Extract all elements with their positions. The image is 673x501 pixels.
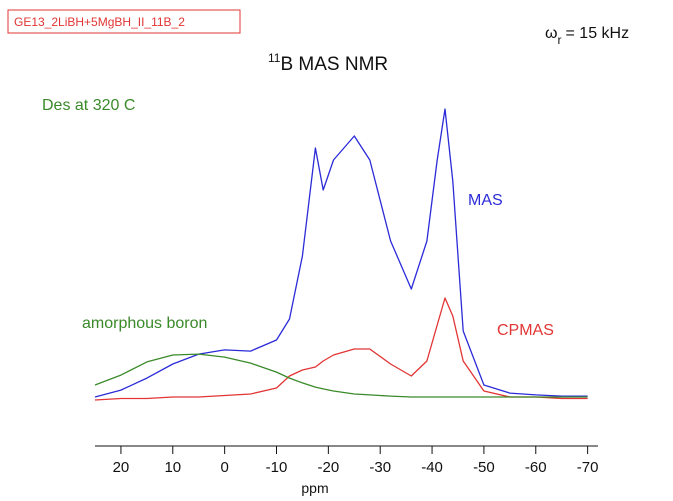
x-tick-label: -20 [318,459,340,476]
title-text: B MAS NMR [280,54,388,75]
series-line [94,108,588,398]
spin-rate: ωr = 15 kHz [545,25,629,47]
series-label: MAS [468,192,503,209]
series-label: CPMAS [497,322,554,339]
x-tick-label: -30 [369,459,391,476]
x-tick-label: 0 [220,459,228,476]
sample-id: GE13_2LiBH+5MgBH_II_11B_2 [14,15,185,29]
series-label: amorphous boron [82,315,207,332]
sample-id-box [7,9,241,34]
title-superscript: 11 [268,51,281,65]
x-tick-label: -50 [473,459,495,476]
x-tick-label: -60 [525,459,547,476]
x-tick-label: 10 [164,459,181,476]
annotation: Des at 320 C [42,97,135,114]
spin-rate-symbol: ω [545,25,558,42]
chart-title: 11B MAS NMR [268,51,388,75]
x-tick-label: -40 [421,459,443,476]
spin-rate-subscript: r [558,33,562,47]
series-line [94,353,588,398]
spin-rate-text: = 15 kHz [566,25,630,42]
x-tick-label: 20 [113,459,130,476]
x-tick-label: -10 [266,459,288,476]
series-line [94,297,588,401]
x-axis-label: ppm [301,480,328,496]
x-tick-label: -70 [577,459,599,476]
